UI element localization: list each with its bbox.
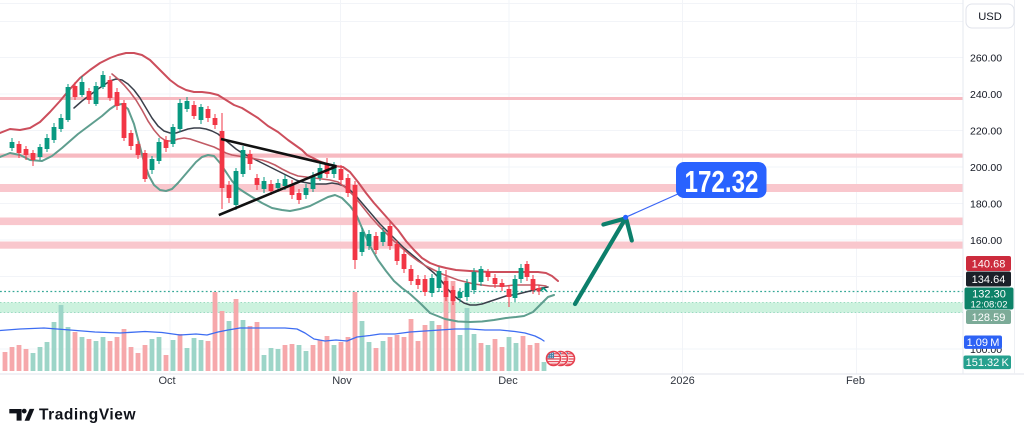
svg-text:2026: 2026	[670, 375, 694, 387]
svg-text:240.00: 240.00	[970, 89, 1002, 101]
svg-text:Oct: Oct	[158, 375, 175, 387]
svg-text:134.64: 134.64	[972, 274, 1006, 286]
svg-text:260.00: 260.00	[970, 53, 1002, 65]
svg-text:200.00: 200.00	[970, 162, 1002, 174]
svg-text:Feb: Feb	[846, 375, 865, 387]
svg-text:180.00: 180.00	[970, 199, 1002, 211]
svg-text:172.32: 172.32	[685, 165, 759, 199]
svg-text:Dec: Dec	[498, 375, 518, 387]
svg-text:TradingView: TradingView	[39, 407, 136, 424]
svg-text:128.59: 128.59	[972, 312, 1006, 324]
svg-text:140.68: 140.68	[972, 258, 1006, 270]
svg-text:132.30: 132.30	[972, 289, 1006, 301]
svg-text:12:08:02: 12:08:02	[971, 300, 1008, 311]
svg-text:Nov: Nov	[332, 375, 352, 387]
svg-text:151.32 K: 151.32 K	[966, 357, 1010, 369]
svg-text:160.00: 160.00	[970, 235, 1002, 247]
svg-text:USD: USD	[978, 11, 1002, 23]
svg-text:1.09 M: 1.09 M	[967, 337, 1000, 349]
svg-text:220.00: 220.00	[970, 126, 1002, 138]
